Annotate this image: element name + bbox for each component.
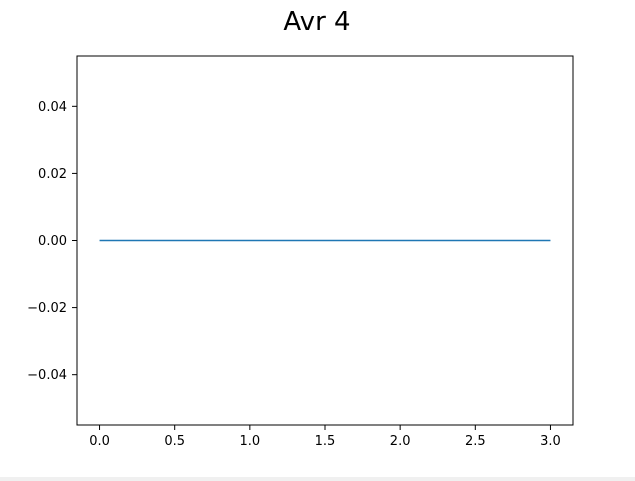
x-tick-label: 0.0	[89, 434, 110, 449]
x-tick-label: 2.0	[390, 434, 411, 449]
y-tick-label: 0.02	[38, 167, 67, 182]
x-tick-label: 1.5	[315, 434, 336, 449]
x-tick-label: 1.0	[240, 434, 261, 449]
y-tick-label: 0.04	[38, 100, 67, 115]
y-tick-label: −0.04	[27, 368, 67, 383]
x-tick-label: 2.5	[465, 434, 486, 449]
chart-title: Avr 4	[283, 7, 350, 37]
window-bottom-edge	[0, 477, 635, 481]
y-tick-label: −0.02	[27, 301, 67, 316]
y-axis: 0.04 0.02 0.00 −0.02 −0.04	[27, 100, 77, 383]
y-tick-label: 0.00	[38, 234, 67, 249]
x-tick-label: 3.0	[540, 434, 561, 449]
x-tick-label: 0.5	[164, 434, 185, 449]
x-axis: 0.0 0.5 1.0 1.5 2.0 2.5 3.0	[89, 425, 561, 449]
